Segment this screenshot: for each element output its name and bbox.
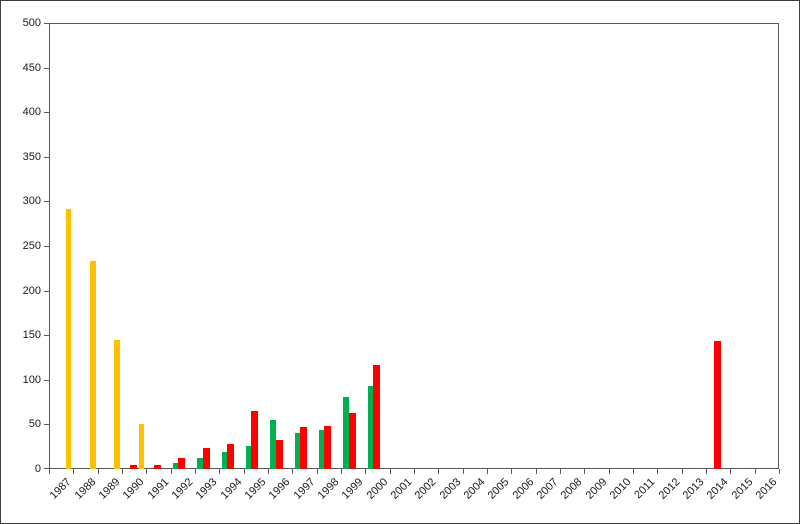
x-axis-tick bbox=[438, 469, 440, 474]
bar-1997-red bbox=[300, 427, 307, 469]
bar-2014-red bbox=[713, 341, 721, 469]
y-axis-tick bbox=[44, 156, 49, 158]
bar-1993-red bbox=[202, 447, 210, 469]
bar-1995-green bbox=[245, 445, 252, 469]
y-axis-label-250: 250 bbox=[22, 240, 41, 252]
x-axis-tick bbox=[292, 469, 294, 474]
y-axis-tick bbox=[44, 246, 49, 247]
y-axis-label-50: 50 bbox=[28, 418, 41, 431]
bar-2000-red bbox=[373, 364, 380, 469]
y-axis-tick bbox=[44, 201, 49, 203]
bar-1996-red bbox=[275, 439, 283, 469]
bar-1994-green bbox=[221, 452, 228, 469]
bar-1992-red bbox=[178, 458, 186, 469]
y-axis-tick bbox=[44, 379, 49, 381]
x-axis-tick bbox=[535, 469, 537, 474]
x-axis-tick bbox=[779, 469, 780, 474]
x-axis-tick bbox=[462, 469, 464, 474]
y-axis-tick bbox=[44, 468, 49, 469]
y-axis-label-350: 350 bbox=[22, 150, 41, 163]
x-axis-tick bbox=[414, 469, 415, 474]
x-axis-tick bbox=[681, 469, 683, 474]
bar-1997-green bbox=[294, 433, 301, 469]
x-axis-tick bbox=[219, 469, 221, 474]
x-axis-tick bbox=[706, 469, 707, 474]
bar-1990-yellow bbox=[138, 424, 145, 469]
x-axis-tick bbox=[657, 469, 659, 474]
bar-1998-green bbox=[318, 429, 325, 469]
bar-1989-yellow bbox=[114, 339, 120, 469]
x-axis-tick bbox=[73, 469, 75, 474]
x-axis-tick bbox=[584, 469, 586, 474]
x-axis-tick bbox=[511, 469, 513, 474]
x-axis-tick bbox=[49, 469, 50, 474]
y-axis-label-150: 150 bbox=[22, 329, 41, 342]
bar-1999-green bbox=[343, 396, 349, 469]
x-axis-tick bbox=[730, 469, 732, 474]
bar-2000-green bbox=[367, 386, 374, 469]
x-axis-tick bbox=[633, 469, 634, 474]
plot-area bbox=[49, 23, 779, 469]
x-axis-tick bbox=[316, 469, 318, 474]
x-axis-tick bbox=[97, 469, 99, 474]
y-axis-tick bbox=[44, 335, 49, 337]
y-axis-label-200: 200 bbox=[22, 284, 41, 297]
x-axis-tick bbox=[389, 469, 391, 474]
x-axis-tick bbox=[754, 469, 756, 474]
x-axis-tick bbox=[268, 469, 269, 474]
bar-1996-green bbox=[270, 419, 276, 469]
y-axis-label-500: 500 bbox=[22, 17, 41, 29]
x-axis-tick bbox=[560, 469, 561, 474]
y-axis-label-100: 100 bbox=[22, 373, 41, 386]
bar-1988-yellow bbox=[89, 261, 96, 469]
x-axis-tick bbox=[341, 469, 342, 474]
y-axis-label-400: 400 bbox=[22, 106, 41, 119]
y-axis-label-300: 300 bbox=[22, 195, 41, 208]
x-axis-tick bbox=[122, 469, 123, 474]
x-axis-tick bbox=[243, 469, 245, 474]
y-axis-label-450: 450 bbox=[22, 61, 41, 74]
bar-1995-red bbox=[251, 411, 259, 469]
y-axis-tick bbox=[44, 67, 49, 69]
y-axis-tick bbox=[44, 23, 49, 24]
x-axis-tick bbox=[170, 469, 172, 474]
y-axis-tick bbox=[44, 112, 49, 114]
bar-1991-red bbox=[154, 465, 161, 469]
x-axis-tick bbox=[608, 469, 610, 474]
x-axis-tick bbox=[365, 469, 367, 474]
y-axis-tick bbox=[44, 290, 49, 292]
x-axis-tick bbox=[146, 469, 148, 474]
x-axis-tick bbox=[195, 469, 196, 474]
y-axis-label-0: 0 bbox=[34, 463, 41, 475]
bar-1992-green bbox=[172, 462, 179, 469]
bar-1999-red bbox=[348, 412, 356, 469]
bar-1990-red bbox=[129, 465, 137, 469]
bar-1987-yellow bbox=[65, 208, 72, 469]
x-axis-tick bbox=[487, 469, 488, 474]
bar-1993-green bbox=[197, 458, 203, 469]
y-axis-tick bbox=[44, 424, 49, 426]
bar-1998-red bbox=[324, 426, 332, 469]
bar-1994-red bbox=[227, 444, 234, 469]
